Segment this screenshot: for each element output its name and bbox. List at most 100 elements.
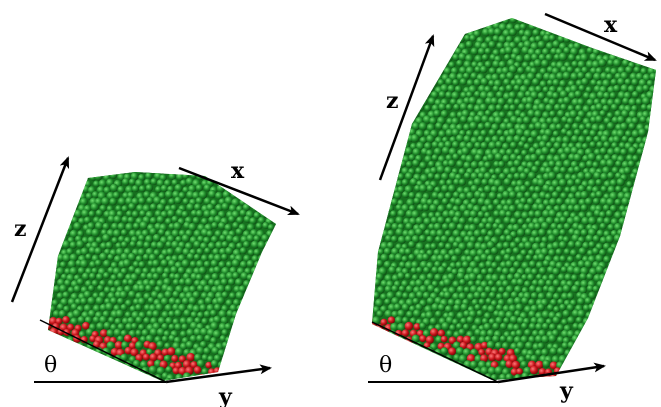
bead: [603, 353, 611, 362]
bead: [437, 216, 446, 225]
bead: [534, 9, 542, 17]
bead: [387, 42, 397, 51]
bead: [164, 342, 172, 350]
bead: [268, 259, 276, 267]
bead: [640, 67, 648, 75]
bead: [629, 236, 638, 244]
bead: [239, 346, 249, 356]
bead: [376, 123, 385, 131]
bead: [253, 335, 263, 344]
bead: [380, 331, 388, 339]
bead: [650, 199, 656, 207]
bead: [611, 166, 620, 175]
bead: [200, 327, 209, 337]
bead: [606, 73, 614, 81]
bead: [553, 141, 562, 150]
bead: [584, 297, 593, 305]
bead: [452, 53, 460, 61]
bead: [451, 117, 460, 126]
bead: [264, 293, 272, 301]
bead: [538, 53, 547, 62]
bead: [520, 249, 528, 257]
bead: [416, 290, 424, 299]
bead: [372, 210, 377, 218]
bead: [469, 249, 478, 258]
bead: [397, 309, 406, 318]
bead: [363, 211, 370, 218]
bead: [604, 367, 612, 375]
bead: [156, 179, 165, 188]
bead: [431, 266, 439, 274]
bead: [550, 222, 558, 231]
bead: [48, 310, 54, 319]
bead: [633, 180, 641, 189]
bead: [579, 9, 587, 17]
bead: [393, 54, 403, 63]
bead: [98, 179, 107, 188]
bead: [394, 316, 403, 325]
bead: [580, 204, 588, 212]
bead: [568, 53, 576, 62]
bead: [501, 267, 510, 276]
bead: [517, 18, 525, 25]
bead: [452, 215, 461, 224]
bead: [443, 278, 452, 287]
bead: [149, 227, 158, 236]
bead: [595, 265, 605, 274]
bead: [372, 28, 380, 36]
bead: [470, 18, 479, 19]
bead: [466, 91, 473, 99]
bead: [386, 179, 395, 188]
bead: [88, 246, 97, 255]
bead: [617, 115, 626, 124]
bead: [427, 9, 435, 17]
bead: [573, 128, 582, 137]
bead: [626, 154, 634, 163]
bead: [568, 355, 577, 363]
bead: [436, 66, 445, 75]
bead: [528, 123, 536, 131]
base-bead: [529, 365, 539, 375]
bead: [639, 205, 647, 213]
bead: [614, 297, 622, 305]
bead: [452, 241, 460, 249]
bead: [257, 379, 267, 381]
bead: [503, 177, 512, 186]
bead: [372, 84, 377, 93]
bead: [625, 292, 634, 302]
bead: [372, 305, 374, 313]
bead: [545, 141, 553, 149]
bead: [529, 9, 537, 17]
bead: [480, 65, 488, 74]
bead: [640, 179, 649, 188]
bead: [195, 209, 204, 218]
bead: [552, 40, 561, 49]
bead: [266, 192, 274, 200]
bead: [496, 242, 504, 250]
bead: [100, 242, 108, 250]
bead: [613, 46, 621, 54]
bead: [427, 73, 435, 81]
bead: [79, 259, 89, 269]
bead: [647, 342, 655, 350]
bead: [465, 255, 474, 263]
bead: [561, 329, 570, 339]
bead: [38, 235, 46, 243]
bead: [459, 115, 468, 124]
bead: [83, 216, 92, 224]
bead: [398, 74, 406, 82]
bead: [182, 198, 190, 205]
base-bead: [193, 366, 202, 374]
bead: [384, 222, 393, 230]
bead: [479, 329, 488, 338]
bead: [135, 316, 144, 324]
base-bead: [67, 323, 75, 331]
bead: [372, 255, 375, 263]
bead: [484, 211, 491, 219]
bead: [622, 222, 630, 230]
bead: [253, 298, 261, 306]
bead: [383, 18, 391, 19]
bead: [380, 65, 389, 74]
bead: [208, 216, 216, 224]
bead: [505, 234, 514, 243]
